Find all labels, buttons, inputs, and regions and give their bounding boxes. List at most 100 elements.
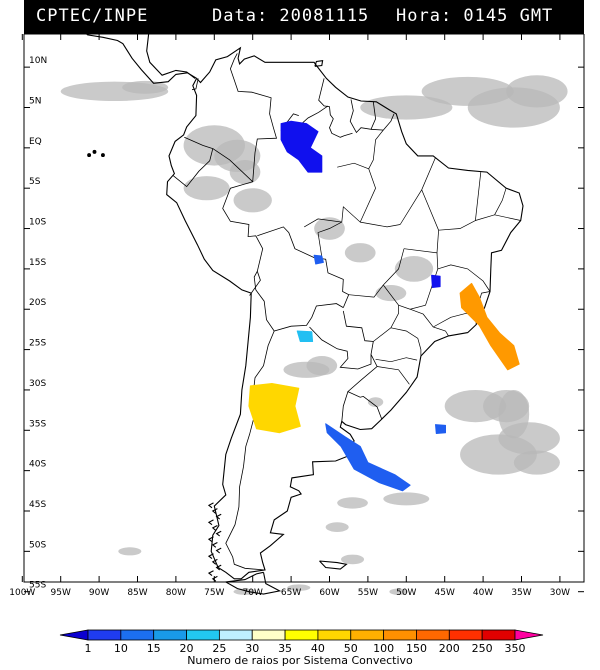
archipelago-fragment [207,519,214,526]
cloud-area [306,356,338,376]
lat-label: 15S [29,258,46,268]
colorbar-right-arrow [514,629,544,641]
archipelago-fragment [207,536,214,543]
colorbar-cell [120,629,155,641]
cloud-area [233,188,272,213]
system-atlantic-east [435,424,446,434]
archipelago-fragment [215,513,222,520]
lon-label: 55W [358,588,378,598]
colorbar-tick-label: 25 [212,642,226,655]
lat-label: 55S [29,581,46,591]
latitude-ticks: 10N 5N EQ 5S 10S 15S 20S 25S 30S 35S 40S 45S 50S 55S [24,56,584,593]
cloud-area [344,243,376,263]
state-border [317,221,342,257]
system-central-brazil [313,254,324,265]
system-amazon-north [280,120,323,173]
colorbar-tick-label: 150 [406,642,427,655]
country-border [341,391,349,422]
archipelago-fragment [211,542,218,548]
country-border [253,271,258,290]
state-border [399,157,436,225]
lon-label: 90W [89,588,109,598]
lat-label: 40S [29,460,46,470]
lon-label: 45W [435,588,455,598]
lon-label: 40W [473,588,493,598]
state-border [494,188,507,215]
lat-label: 35S [29,419,46,429]
colorbar-tick-label: 50 [344,642,358,655]
state-border [304,168,376,228]
colorbar-left-arrow [59,629,89,641]
archipelago-fragment [215,530,222,537]
galapagos-island [87,153,92,158]
lon-label: 95W [51,588,71,598]
state-border [409,308,449,337]
cloud-area [367,397,384,407]
lat-label: 50S [29,540,46,550]
colorbar-cell [87,629,122,641]
colorbar-tick-label: 35 [278,642,292,655]
colorbar-cell [284,629,319,641]
country-border [309,310,374,370]
colorbar-cell [350,629,385,641]
colorbar-cell [317,629,352,641]
colorbar-tick-label: 30 [245,642,259,655]
archipelago-fragment [211,575,218,582]
lon-label: 100W [9,588,35,598]
state-border [360,221,401,228]
colorbar-tick-label: 1 [85,642,92,655]
colorbar-cells [59,629,544,641]
state-border [438,172,482,231]
colorbar-cell [218,629,253,641]
colorbar-tick-label: 250 [472,642,493,655]
state-border [373,305,399,342]
colorbar-cell [383,629,417,641]
colorbar-tick-label: 200 [439,642,460,655]
trinidad [314,60,324,67]
state-border [383,248,405,286]
lon-label: 85W [127,588,147,598]
lon-label: 30W [550,588,570,598]
caribbean-coast [146,34,196,79]
cloud-area [341,554,365,565]
convective-systems [248,120,520,492]
lat-label: 5S [29,177,41,187]
state-border [475,214,521,221]
tierra-del-fuego [224,571,282,595]
cloud-area [233,588,257,595]
country-border [318,78,353,138]
colorbar-cell [186,629,220,641]
country-border [225,330,275,571]
source-label: CPTEC/INPE [36,6,149,26]
archipelago-fragment [211,558,218,565]
system-argentina-pampas [248,383,301,434]
lat-label: 5N [29,96,41,106]
state-border [403,189,439,254]
cloud-area [183,176,230,201]
colorbar-tick-label: 10 [114,642,128,655]
lon-label: 50W [396,588,416,598]
country-border [191,78,199,91]
galapagos-island [100,153,105,158]
lat-label: 25S [29,339,46,349]
longitude-ticks: 100W 95W 90W 85W 80W 75W 70W 65W 60W 55W 50W 45W 40W… [9,34,570,598]
archipelago-fragment [215,564,222,571]
country-border [349,99,377,134]
state-border [337,129,384,170]
cloud-area [389,588,408,595]
cloud-area [229,159,261,185]
system-bahia-coast [459,282,520,371]
system-goias [431,274,441,288]
state-border [436,252,491,292]
country-border [229,53,278,182]
colorbar-title: Numero de raios por Sistema Convectivo [187,654,413,667]
cloud-area [325,522,349,532]
system-atlantic-south [325,423,411,492]
country-borders [172,53,521,571]
lon-label: 65W [281,588,301,598]
coastline-layer [85,34,524,595]
cloud-area [394,255,434,282]
cloud-area [287,584,311,591]
cloud-area [360,95,453,120]
archipelago-fragment [207,570,214,577]
